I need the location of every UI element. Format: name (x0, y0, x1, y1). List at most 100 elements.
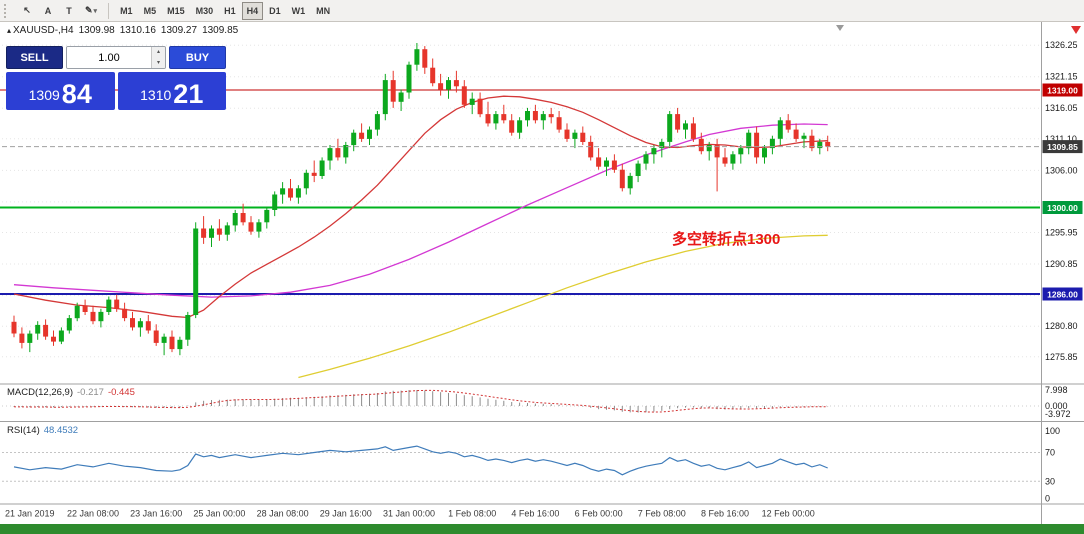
svg-text:23 Jan 16:00: 23 Jan 16:00 (130, 509, 182, 519)
price-badge (1042, 287, 1083, 301)
macd-panel-layer: 7.998 0.000-3.972 (2, 385, 1071, 419)
timeframe-m15-button[interactable]: M15 (162, 2, 190, 20)
close-value: 1309.85 (202, 25, 239, 36)
bid-price-pips: 84 (61, 79, 92, 110)
svg-text:25 Jan 00:00: 25 Jan 00:00 (193, 509, 245, 519)
chart-annotation-text: 多空转折点1300 (672, 231, 781, 248)
svg-text:1326.25: 1326.25 (1045, 40, 1078, 50)
svg-text:1321.15: 1321.15 (1045, 72, 1078, 82)
chart-shift-marker (836, 25, 844, 31)
rsi-indicator-header: RSI(14) 48.4532 (7, 425, 82, 436)
svg-text:29 Jan 16:00: 29 Jan 16:00 (320, 509, 372, 519)
time-axis-layer[interactable]: 21 Jan 2019 22 Jan 08:00 23 Jan 16:00 25 Ja… (5, 509, 815, 519)
timeframe-mn-button[interactable]: MN (311, 2, 335, 20)
macd-value: -0.217 (77, 387, 104, 398)
svg-text:0: 0 (1045, 494, 1050, 504)
chart-ohlc-header: ▴ XAUUSD-,H4 1309.98 1310.16 1309.27 1309.85 (7, 25, 243, 36)
ma-slow-yellow (298, 234, 828, 379)
timeframe-m5-button[interactable]: M5 (139, 2, 162, 20)
svg-text:1275.85: 1275.85 (1045, 352, 1078, 362)
svg-text:1309.85: 1309.85 (1047, 142, 1078, 152)
rsi-value: 48.4532 (43, 425, 79, 436)
rsi-label: RSI(14) (7, 425, 40, 436)
svg-text:1 Feb 08:00: 1 Feb 08:00 (448, 509, 496, 519)
timeframe-m1-button[interactable]: M1 (115, 2, 138, 20)
buy-button[interactable]: BUY (169, 46, 226, 69)
arrow-text-tool-button[interactable]: A (38, 2, 58, 20)
rsi-line (13, 445, 828, 476)
volume-down-button[interactable]: ▾ (152, 57, 165, 68)
svg-text:12 Feb 00:00: 12 Feb 00:00 (762, 509, 815, 519)
toolbar-grip[interactable] (4, 3, 12, 18)
svg-text:1306.00: 1306.00 (1045, 165, 1078, 175)
ma-fast-red (13, 95, 828, 319)
bid-price-main: 1309 (28, 87, 60, 103)
candles-layer (11, 43, 831, 356)
svg-text:22 Jan 08:00: 22 Jan 08:00 (67, 509, 119, 519)
volume-up-button[interactable]: ▴ (152, 47, 165, 58)
price-badge (1042, 201, 1083, 214)
svg-text:1316.05: 1316.05 (1045, 103, 1078, 113)
macd-label: MACD(12,26,9) (7, 387, 73, 398)
svg-text:1290.85: 1290.85 (1045, 259, 1078, 269)
ask-price-display[interactable]: 1310 21 (117, 72, 226, 110)
text-tool-button[interactable]: T (59, 2, 79, 20)
bottom-green-bar (0, 524, 1084, 534)
svg-text:1311.10: 1311.10 (1045, 134, 1077, 144)
macd-signal-line (13, 389, 828, 413)
timeframe-m30-button[interactable]: M30 (191, 2, 219, 20)
sell-button[interactable]: SELL (6, 46, 63, 69)
svg-text:1295.95: 1295.95 (1045, 227, 1078, 237)
price-badge (1042, 140, 1083, 154)
timeframe-h4-button[interactable]: H4 (241, 1, 264, 20)
symbol-marker-icon: ▴ (7, 26, 12, 35)
svg-text:1280.80: 1280.80 (1045, 321, 1078, 331)
svg-text:4 Feb 16:00: 4 Feb 16:00 (511, 509, 559, 519)
cursor-tool-button[interactable]: ↖ (17, 2, 37, 20)
svg-text:70: 70 (1045, 448, 1055, 458)
price-axis-layer[interactable]: 1326.25 1321.15 1316.05 1311.10 1306.00 1295.… (1042, 40, 1083, 362)
svg-text:7 Feb 08:00: 7 Feb 08:00 (638, 509, 686, 519)
svg-text:28 Jan 08:00: 28 Jan 08:00 (257, 509, 309, 519)
low-value: 1309.27 (160, 25, 198, 36)
open-value: 1309.98 (78, 25, 115, 36)
svg-text:100: 100 (1045, 426, 1060, 436)
price-badge (1042, 83, 1083, 97)
svg-text:6 Feb 00:00: 6 Feb 00:00 (575, 509, 623, 519)
volume-input[interactable] (67, 47, 151, 68)
volume-control: ▴ ▾ (66, 46, 166, 69)
timeframe-d1-button[interactable]: D1 (264, 2, 286, 20)
svg-text:8 Feb 16:00: 8 Feb 16:00 (701, 509, 749, 519)
ma-lines-layer (13, 95, 828, 379)
markers-layer (836, 25, 844, 31)
svg-text:21 Jan 2019: 21 Jan 2019 (5, 509, 55, 519)
macd-indicator-header: MACD(12,26,9) -0.217 -0.445 (7, 387, 139, 398)
top-toolbar: ↖ A T ✎▾ M1 M5 M15 M30 H1 H4 D1 W1 MN (0, 0, 1084, 22)
red-arrow-marker-icon (1071, 26, 1081, 34)
ask-price-main: 1310 (140, 87, 172, 103)
svg-text:1300.00: 1300.00 (1047, 203, 1078, 213)
chart-symbol-label: XAUUSD-,H4 (13, 25, 74, 36)
ask-price-pips: 21 (173, 79, 204, 110)
timeframe-w1-button[interactable]: W1 (287, 2, 311, 20)
ma-mid-magenta (13, 123, 828, 298)
macd-signal-value: -0.445 (107, 387, 135, 398)
svg-text:1286.00: 1286.00 (1047, 290, 1078, 300)
caret-down-icon: ▾ (93, 8, 98, 15)
frame-layer (0, 22, 1084, 524)
svg-text:1319.00: 1319.00 (1047, 86, 1078, 96)
one-click-trading-panel: SELL ▴ ▾ BUY 1309 84 1310 21 (6, 46, 226, 110)
svg-text:-3.972: -3.972 (1045, 409, 1071, 419)
pencil-icon: ✎ (85, 5, 93, 15)
timeframe-h1-button[interactable]: H1 (219, 2, 241, 20)
svg-text:31 Jan 00:00: 31 Jan 00:00 (383, 509, 435, 519)
draw-tool-button[interactable]: ✎▾ (80, 2, 102, 20)
volume-spinner: ▴ ▾ (151, 47, 165, 68)
svg-text:7.998: 7.998 (1045, 385, 1068, 395)
bid-price-display[interactable]: 1309 84 (6, 72, 115, 110)
toolbar-separator (108, 2, 110, 19)
svg-text:30: 30 (1045, 476, 1055, 486)
high-value: 1310.16 (119, 25, 156, 36)
